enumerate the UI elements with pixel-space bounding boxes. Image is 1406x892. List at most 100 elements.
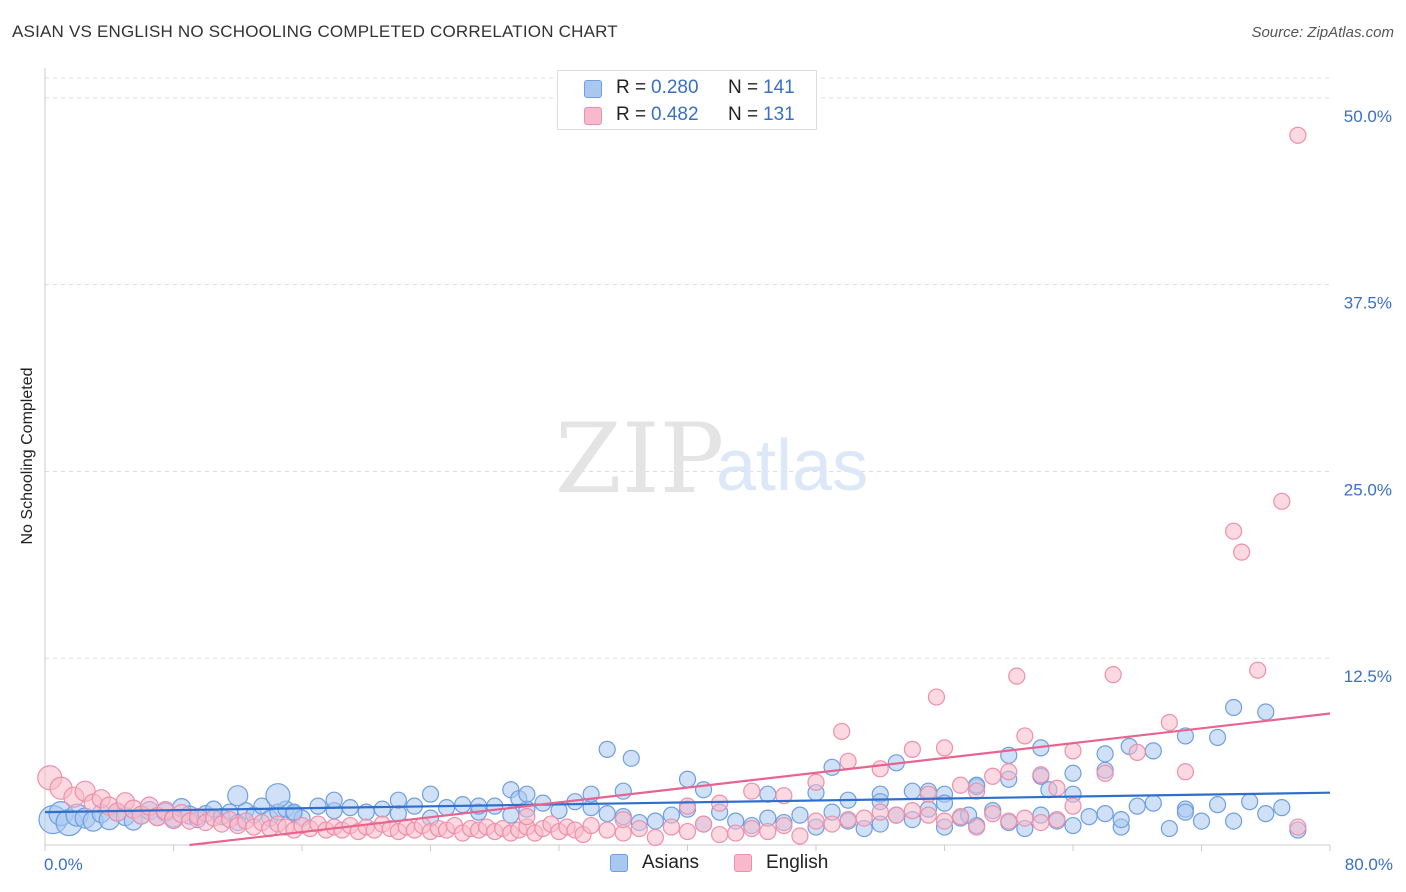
english-point [727, 824, 745, 842]
asians-point [614, 782, 632, 800]
asians-point [1208, 796, 1227, 814]
english-swatch [584, 107, 602, 125]
english-point [887, 806, 905, 824]
english-point [614, 810, 632, 829]
english-point [935, 812, 954, 830]
english-point [984, 767, 1002, 785]
asians-point [1096, 745, 1114, 763]
english-legend-label: English [766, 852, 829, 873]
asians-point [1112, 810, 1130, 829]
english-point [1225, 522, 1243, 540]
watermark-zip: ZIP [555, 403, 724, 515]
english-point [1249, 661, 1267, 679]
asians-point [325, 791, 343, 809]
english-point [678, 822, 697, 841]
asians-point [1241, 793, 1259, 811]
english-point [518, 808, 536, 826]
english-point [1289, 126, 1307, 144]
x-tick-label-max: 80.0% [1345, 855, 1393, 874]
english-point [1128, 743, 1146, 761]
asians-point [421, 785, 440, 803]
asians-point [373, 800, 391, 818]
asians-point [1160, 819, 1178, 838]
asians-point [1080, 808, 1098, 826]
english-point [743, 782, 761, 800]
english-point [807, 812, 825, 830]
asians-swatch [584, 80, 602, 98]
asians-point [1273, 799, 1291, 817]
english-point [807, 773, 825, 791]
english-point [839, 810, 857, 829]
english-point [855, 809, 873, 827]
english-point [1160, 713, 1178, 732]
y-tick-label: 37.5% [1344, 294, 1392, 313]
legend-row-english: R = 0.482 N = 131 [558, 102, 818, 130]
y-tick-label: 25.0% [1344, 480, 1392, 499]
english-point [871, 803, 889, 821]
english-point [1176, 763, 1195, 781]
asians-point [518, 785, 536, 803]
asians-r-value: 0.280 [651, 77, 699, 98]
asians-trend-line [44, 791, 1331, 814]
asians-n-value: 141 [763, 77, 795, 98]
asians-point [1144, 794, 1162, 812]
asians-point [1176, 803, 1195, 821]
english-r-label: R = [616, 104, 647, 125]
asians-r-label: R = [616, 77, 647, 98]
english-point [662, 818, 681, 836]
english-point [678, 797, 697, 815]
english-point [984, 805, 1002, 823]
english-n-value: 131 [763, 104, 795, 125]
english-n-label: N = [728, 104, 759, 125]
tick-labels: 12.5% 25.0% 37.5% 50.0% 0.0% 80.0% [44, 107, 1393, 874]
trend-lines [44, 712, 1331, 847]
chart-source: Source: ZipAtlas.com [1251, 24, 1394, 41]
english-points [37, 126, 1307, 847]
english-point [1273, 492, 1291, 510]
english-point [1064, 742, 1082, 760]
english-legend-swatch [734, 854, 752, 872]
chart-title: ASIAN VS ENGLISH NO SCHOOLING COMPLETED … [12, 22, 618, 41]
grid-lines [45, 77, 1330, 659]
asians-point [791, 806, 809, 824]
y-tick-label: 12.5% [1344, 667, 1392, 686]
asians-point [1208, 728, 1227, 747]
asians-point [389, 791, 407, 809]
asians-point [227, 785, 249, 807]
asians-point [437, 799, 456, 817]
asians-point [1192, 812, 1211, 830]
asians-point [903, 782, 921, 800]
asians-n-label: N = [728, 77, 759, 98]
english-point [791, 827, 809, 845]
asians-point [1225, 812, 1243, 830]
asians-point [598, 740, 616, 758]
english-point [903, 802, 921, 820]
asians-point [646, 812, 664, 830]
english-point [630, 819, 648, 838]
english-point [1233, 543, 1251, 561]
asians-point [1225, 698, 1243, 717]
english-point [951, 808, 970, 826]
asians-point [1257, 805, 1275, 823]
english-point [1000, 763, 1018, 781]
english-point [582, 816, 600, 835]
asians-point [1144, 742, 1162, 760]
english-point [1048, 779, 1066, 797]
english-point [775, 816, 793, 835]
asians-point [1257, 703, 1275, 721]
english-point [833, 722, 851, 741]
asians-point [1096, 805, 1114, 823]
english-point [743, 819, 761, 838]
english-point [1064, 797, 1082, 815]
english-point [919, 806, 938, 824]
asians-point [823, 758, 841, 776]
english-point [823, 815, 841, 833]
english-point [1016, 809, 1034, 827]
asians-point [678, 770, 697, 788]
english-point [1096, 764, 1114, 782]
series-legend: Asians English [610, 852, 850, 878]
english-point [1048, 810, 1066, 829]
legend-row-asians: R = 0.280 N = 141 [558, 75, 818, 103]
